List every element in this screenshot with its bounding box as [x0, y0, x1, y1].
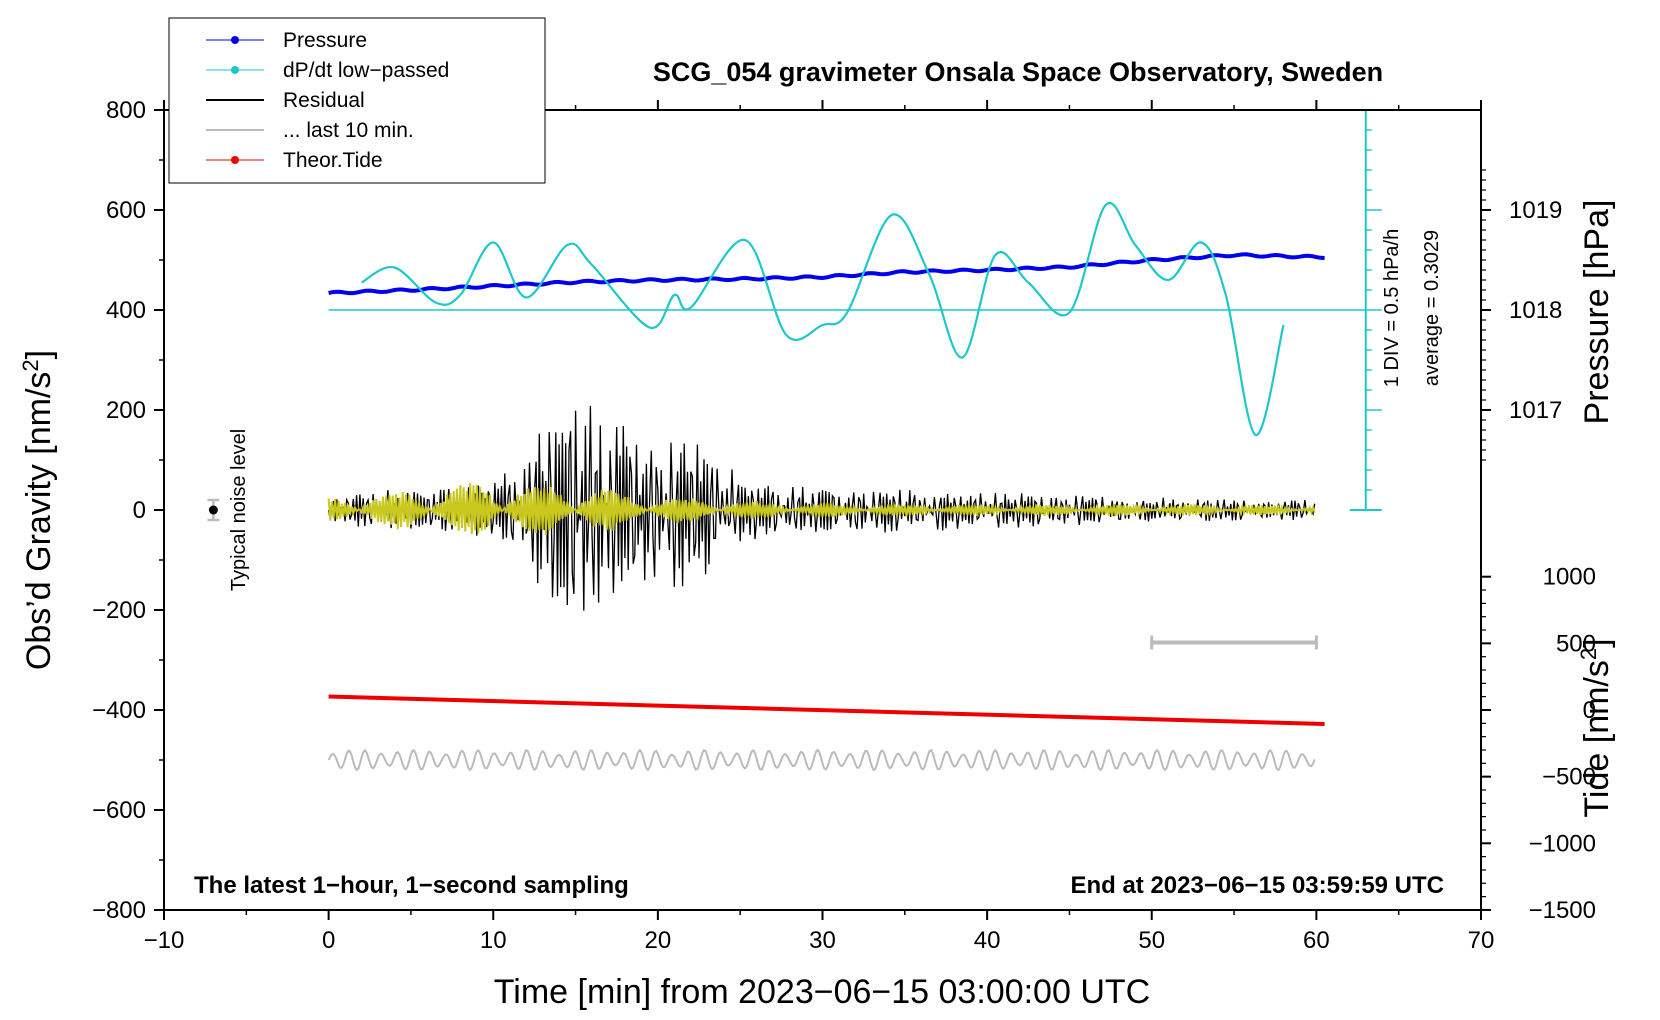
- y-tick-label: −400: [92, 697, 146, 724]
- x-tick-label: 40: [974, 927, 1001, 954]
- dpdt-line: [360, 201, 1285, 437]
- pressure-average-label: average = 0.3029: [1421, 230, 1443, 386]
- pressure-tick-labels: 1017 1018 1019: [1509, 197, 1562, 424]
- x-tick-label: −10: [144, 927, 185, 954]
- end-time-annotation: End at 2023−06−15 03:59:59 UTC: [1070, 872, 1444, 899]
- legend-label: Theor.Tide: [283, 149, 383, 172]
- last-10-min-line: [327, 748, 1316, 772]
- y-tick-labels: −800 −600 −400 −200 0 200 400 600 800: [92, 97, 146, 924]
- pressure-axis-title: Pressure [hPa]: [1578, 200, 1616, 425]
- tide-tick-label: 0: [1583, 697, 1596, 724]
- y-tick-label: −800: [92, 897, 146, 924]
- tide-tick-label: −500: [1542, 764, 1596, 791]
- legend-marker: [231, 156, 239, 164]
- series-layer: [207, 109, 1382, 772]
- legend-marker: [231, 66, 239, 74]
- pressure-div-label: 1 DIV = 0.5 hPa/h: [1381, 229, 1403, 387]
- legend-label: ... last 10 min.: [283, 119, 414, 142]
- tide-tick-label: −1500: [1529, 897, 1596, 924]
- tide-axis-title-sup: 2: [1576, 648, 1601, 660]
- tide-tick-labels: −1500 −1000 −500 0 500 1000: [1529, 564, 1596, 924]
- tide-axis-title: Tide [nm/s2]: [1576, 638, 1616, 817]
- pressure-tick-label: 1017: [1509, 397, 1562, 424]
- legend-entries: Pressure dP/dt low−passed Residual ... last…: [206, 29, 449, 172]
- pressure-line: [328, 252, 1325, 296]
- x-tick-label: 70: [1468, 927, 1495, 954]
- legend-label: dP/dt low−passed: [283, 59, 449, 82]
- legend-label: Residual: [283, 89, 365, 112]
- x-tick-label: 0: [322, 927, 335, 954]
- y-axis-title: Obs’d Gravity [nm/s2]: [18, 350, 58, 670]
- y-tick-label: 400: [106, 297, 146, 324]
- sampling-annotation: The latest 1−hour, 1−second sampling: [194, 872, 629, 899]
- noise-level-label: Typical noise level: [228, 429, 250, 591]
- y-axis-title-main: Obs’d Gravity [nm/s: [20, 372, 58, 671]
- plot-frame: [163, 109, 1482, 911]
- y-axis-title-close: ]: [20, 350, 58, 359]
- y-tick-label: 600: [106, 197, 146, 224]
- tide-tick-label: 1000: [1543, 564, 1596, 591]
- y-tick-label: 0: [133, 497, 146, 524]
- x-axis-title: Time [min] from 2023−06−15 03:00:00 UTC: [494, 973, 1150, 1011]
- x-tick-label: 10: [480, 927, 507, 954]
- legend: Pressure dP/dt low−passed Residual ... last…: [168, 17, 546, 184]
- y-tick-label: 200: [106, 397, 146, 424]
- pressure-tick-label: 1019: [1509, 197, 1562, 224]
- tide-axis-title-main: Tide [nm/s: [1578, 660, 1616, 817]
- y-axis-title-sup: 2: [18, 359, 43, 371]
- y-tick-label: −200: [92, 597, 146, 624]
- legend-marker: [231, 36, 239, 44]
- tide-tick-label: −1000: [1529, 830, 1596, 857]
- x-tick-label: 50: [1138, 927, 1165, 954]
- theoretical-tide-line: [328, 694, 1325, 726]
- y-tick-label: 800: [106, 97, 146, 124]
- residual-filtered-line: [327, 483, 1316, 535]
- pressure-tick-label: 1018: [1509, 297, 1562, 324]
- tide-axis-title-close: ]: [1578, 638, 1616, 647]
- chart-title: SCG_054 gravimeter Onsala Space Observat…: [653, 57, 1383, 87]
- y-tick-label: −600: [92, 797, 146, 824]
- legend-label: Pressure: [283, 29, 367, 52]
- x-tick-labels: −10 0 10 20 30 40 50 60 70: [144, 927, 1495, 954]
- x-tick-label: 60: [1303, 927, 1330, 954]
- x-tick-label: 20: [645, 927, 672, 954]
- x-tick-label: 30: [809, 927, 836, 954]
- tide-tick-label: 500: [1556, 630, 1596, 657]
- noise-point: [208, 505, 218, 515]
